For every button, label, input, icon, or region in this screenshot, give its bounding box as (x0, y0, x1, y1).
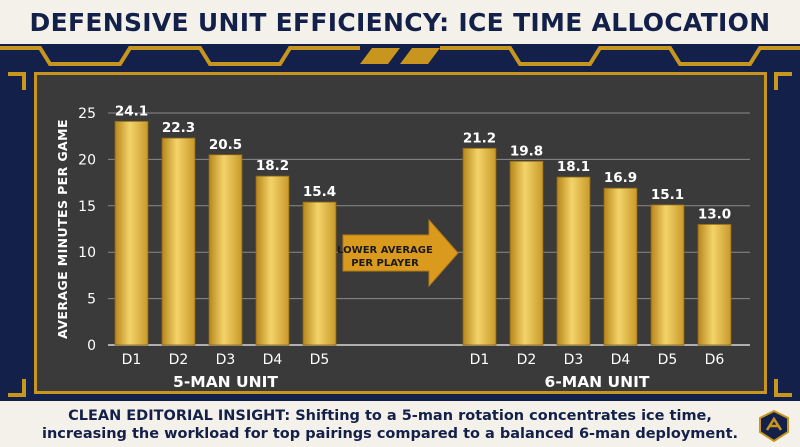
arrow-label-line2: PER PLAYER (351, 258, 419, 269)
bar-chart: 0 5 10 15 20 25 AVERAGE MINUTES PER GAME 24.1 D1… (55, 103, 750, 391)
shield-logo-icon (759, 410, 789, 442)
bar-value-label: 16.9 (604, 170, 637, 186)
page-title: DEFENSIVE UNIT EFFICIENCY: ICE TIME ALLO… (29, 7, 771, 37)
bar (208, 154, 243, 346)
y-tick-label: 15 (78, 199, 96, 215)
decorative-band (0, 44, 800, 68)
bar-value-label: 15.4 (303, 184, 336, 200)
bar-value-label: 21.2 (463, 130, 496, 146)
bar (650, 204, 685, 346)
x-tick-label: D5 (310, 352, 330, 368)
bar-value-label: 15.1 (651, 187, 684, 203)
x-tick-label: D4 (611, 352, 631, 368)
group-label: 5-MAN UNIT (173, 373, 278, 391)
arrow-annotation-icon (342, 218, 459, 288)
bar (255, 175, 290, 346)
caption-area: CLEAN EDITORIAL INSIGHT: Shifting to a 5… (0, 401, 800, 447)
bar-value-label: 22.3 (162, 120, 195, 136)
insight-caption: CLEAN EDITORIAL INSIGHT: Shifting to a 5… (41, 408, 739, 442)
arrow-label-line1: LOWER AVERAGE (337, 245, 433, 256)
x-tick-label: D1 (122, 352, 142, 368)
bar-value-label: 13.0 (698, 206, 731, 222)
x-tick-label: D2 (169, 352, 189, 368)
y-tick-label: 20 (78, 152, 96, 168)
x-tick-label: D2 (517, 352, 537, 368)
bar (161, 137, 196, 346)
x-tick-label: D3 (216, 352, 236, 368)
frame-corners (8, 72, 792, 397)
bar (603, 187, 638, 346)
bar (556, 176, 591, 346)
decorative-pattern (0, 46, 800, 66)
x-tick-label: D3 (564, 352, 584, 368)
x-tick-label: D6 (705, 352, 725, 368)
bar-value-label: 24.1 (115, 103, 148, 119)
x-tick-label: D4 (263, 352, 283, 368)
bar-value-label: 20.5 (209, 137, 242, 153)
bar (302, 201, 337, 346)
bar (509, 160, 544, 346)
bar-value-label: 18.2 (256, 158, 289, 174)
title-bar: DEFENSIVE UNIT EFFICIENCY: ICE TIME ALLO… (0, 0, 800, 44)
bar (114, 120, 149, 346)
group-label: 6-MAN UNIT (545, 373, 650, 391)
bar-value-label: 19.8 (510, 143, 543, 159)
bar (462, 147, 497, 346)
y-tick-label: 10 (78, 245, 96, 261)
x-tick-label: D5 (658, 352, 678, 368)
y-axis-label: AVERAGE MINUTES PER GAME (55, 119, 70, 339)
x-tick-label: D1 (470, 352, 490, 368)
bar-value-label: 18.1 (557, 159, 590, 175)
y-tick-label: 0 (87, 338, 96, 354)
bar (697, 223, 732, 346)
chart-panel: 0 5 10 15 20 25 AVERAGE MINUTES PER GAME 24.1 D1… (34, 72, 767, 394)
y-tick-label: 25 (78, 106, 96, 122)
y-tick-label: 5 (87, 292, 96, 308)
